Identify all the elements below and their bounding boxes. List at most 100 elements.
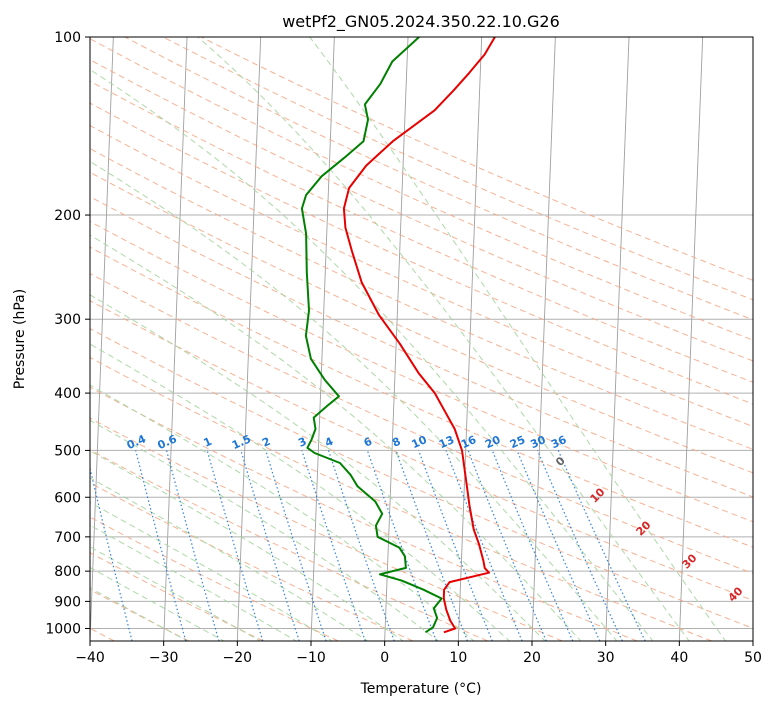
dry-adiabat-line (90, 124, 753, 428)
moist-adiabat-line (309, 37, 727, 641)
dewpoint-profile-line (300, 37, 443, 634)
plot-area: 0.40.611.52346810131620253036-100-90-80-… (90, 37, 753, 641)
dry-adiabat-line (90, 80, 753, 383)
moist-adiabat-line (90, 477, 369, 641)
dry-adiabat-line (90, 386, 638, 641)
y-axis: 100 200 300 400 500 600 700 800 900 1000 (45, 30, 90, 637)
mixing-ratio-line (491, 450, 574, 641)
x-tick-label: 30 (597, 650, 615, 666)
isotherm-line (457, 37, 483, 641)
data-lines (300, 37, 496, 634)
x-tick-label: −10 (296, 650, 326, 666)
y-tick-label: 800 (54, 564, 81, 580)
mixing-ratio-label: 1.5 (230, 432, 253, 452)
dry-adiabat-label: 20 (634, 518, 654, 538)
isotherm-line (678, 37, 704, 641)
x-tick-label: 20 (523, 650, 541, 666)
isotherm-line (531, 37, 556, 641)
y-tick-label: 700 (54, 530, 81, 546)
dry-adiabat-line (90, 552, 264, 641)
moist-adiabat-line (90, 160, 618, 641)
isotherm-line (163, 37, 188, 641)
mixing-ratio-line (467, 450, 547, 641)
x-tick-label: 0 (380, 650, 389, 666)
moist-adiabat-line (90, 450, 404, 641)
dry-adiabat-line (90, 482, 414, 641)
chart-title: wetPf2_GN05.2024.350.22.10.G26 (282, 12, 560, 32)
dry-adiabat-line (124, 37, 753, 321)
y-tick-label: 100 (54, 30, 81, 46)
y-tick-label: 300 (54, 312, 81, 328)
mixing-ratio-line (301, 450, 366, 641)
moist-adiabat-line (90, 566, 225, 641)
dry-adiabat-line (90, 38, 753, 341)
moist-adiabat-line (197, 37, 690, 641)
temperature-profile-line (342, 37, 496, 634)
mixing-ratio-line (206, 450, 264, 641)
background-lines (90, 37, 753, 641)
plot-frame (89, 36, 754, 642)
mixing-ratio-line (366, 450, 437, 641)
dry-adiabat-label: 0 (553, 454, 568, 469)
dry-adiabat-line (90, 196, 753, 498)
dry-adiabat-line (90, 59, 753, 362)
moist-adiabat-line (90, 419, 440, 641)
mixing-ratio-label: 0.6 (156, 432, 179, 452)
moist-adiabat-line (90, 546, 262, 641)
mixing-ratio-line (516, 450, 601, 641)
dry-adiabat-line (90, 300, 753, 602)
x-tick-label: −40 (75, 650, 105, 666)
dry-adiabat-line (90, 417, 563, 641)
dry-adiabat-line (90, 148, 753, 450)
mixing-ratio-label: 1 (202, 435, 214, 450)
isotherm-line (752, 629, 753, 641)
dry-adiabat-line (90, 356, 712, 641)
mixing-ratio-line (135, 450, 187, 641)
mixing-ratio-label: 4 (323, 435, 336, 450)
isotherm-line (236, 37, 262, 641)
mixing-ratio-line (557, 450, 646, 641)
x-axis-label: Temperature (°C) (360, 681, 482, 697)
mixing-ratio-label: 10 (410, 433, 430, 451)
dry-adiabat-line (90, 516, 339, 641)
moist-adiabat-line (90, 524, 298, 641)
mixing-ratio-line (395, 450, 469, 641)
y-axis-label: Pressure (hPa) (12, 289, 28, 389)
dry-adiabat-line (162, 37, 753, 301)
y-tick-label: 600 (54, 490, 81, 506)
moist-adiabat-line (90, 294, 546, 641)
y-tick-label: 1000 (45, 621, 81, 637)
mixing-ratio-label: 6 (362, 435, 375, 450)
mixing-ratio-line (265, 450, 327, 641)
dry-adiabat-line (90, 328, 753, 629)
y-tick-label: 200 (54, 208, 81, 224)
y-tick-label: 500 (54, 443, 81, 459)
mixing-ratio-label: 36 (549, 433, 569, 451)
x-tick-label: 40 (670, 650, 688, 666)
in-plot-labels: 0.40.611.52346810131620253036-100-90-80-… (125, 432, 746, 604)
mixing-ratio-label: 25 (508, 433, 527, 451)
mixing-ratio-line (90, 465, 133, 641)
dry-adiabat-line (90, 246, 753, 548)
isotherm-line (90, 37, 114, 641)
mixing-ratio-line (445, 450, 523, 641)
moist-adiabat-line (90, 69, 654, 641)
mixing-ratio-line (327, 450, 395, 641)
moist-adiabat-line (90, 501, 334, 641)
y-tick-label: 900 (54, 594, 81, 610)
mixing-ratio-line (240, 450, 300, 641)
mixing-ratio-label: 30 (528, 433, 548, 451)
mixing-ratio-label: 0.4 (125, 432, 148, 452)
x-tick-label: −30 (149, 650, 179, 666)
dry-adiabat-line (90, 449, 488, 641)
mixing-ratio-label: 20 (483, 433, 503, 451)
dry-adiabat-line (90, 102, 753, 405)
moist-adiabat-line (90, 587, 189, 641)
moist-adiabat-line (90, 384, 475, 641)
x-tick-label: 50 (744, 650, 762, 666)
mixing-ratio-label: 16 (459, 433, 479, 451)
mixing-ratio-label: 2 (260, 435, 272, 450)
dry-adiabat-line (90, 171, 753, 474)
y-tick-label: 400 (54, 386, 81, 402)
